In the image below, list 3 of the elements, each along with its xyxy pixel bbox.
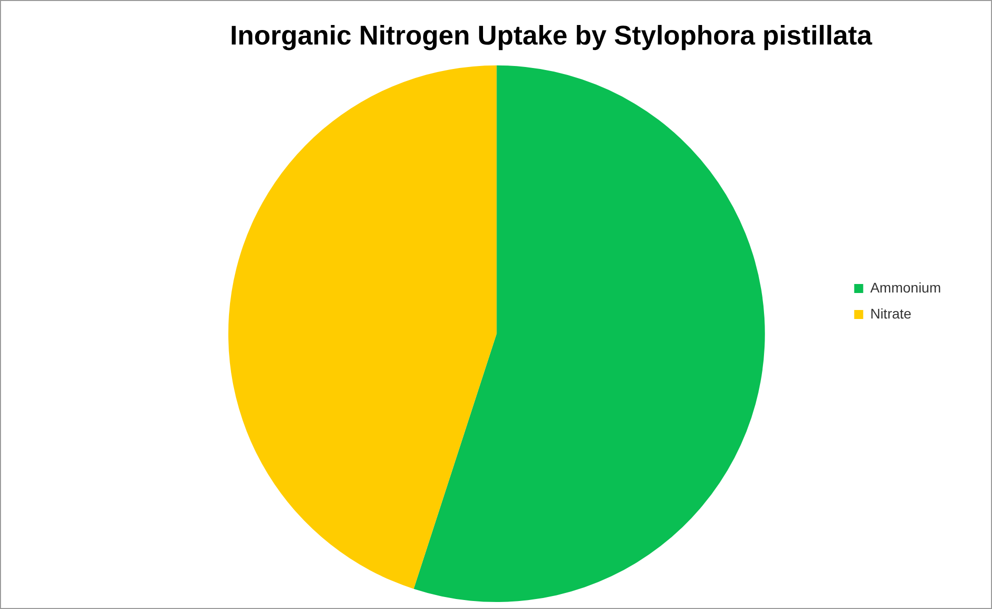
chart-title: Inorganic Nitrogen Uptake by Stylophora pistillata [230,20,874,51]
legend-label: Ammonium [870,279,942,296]
legend-label: Nitrate [870,305,912,322]
